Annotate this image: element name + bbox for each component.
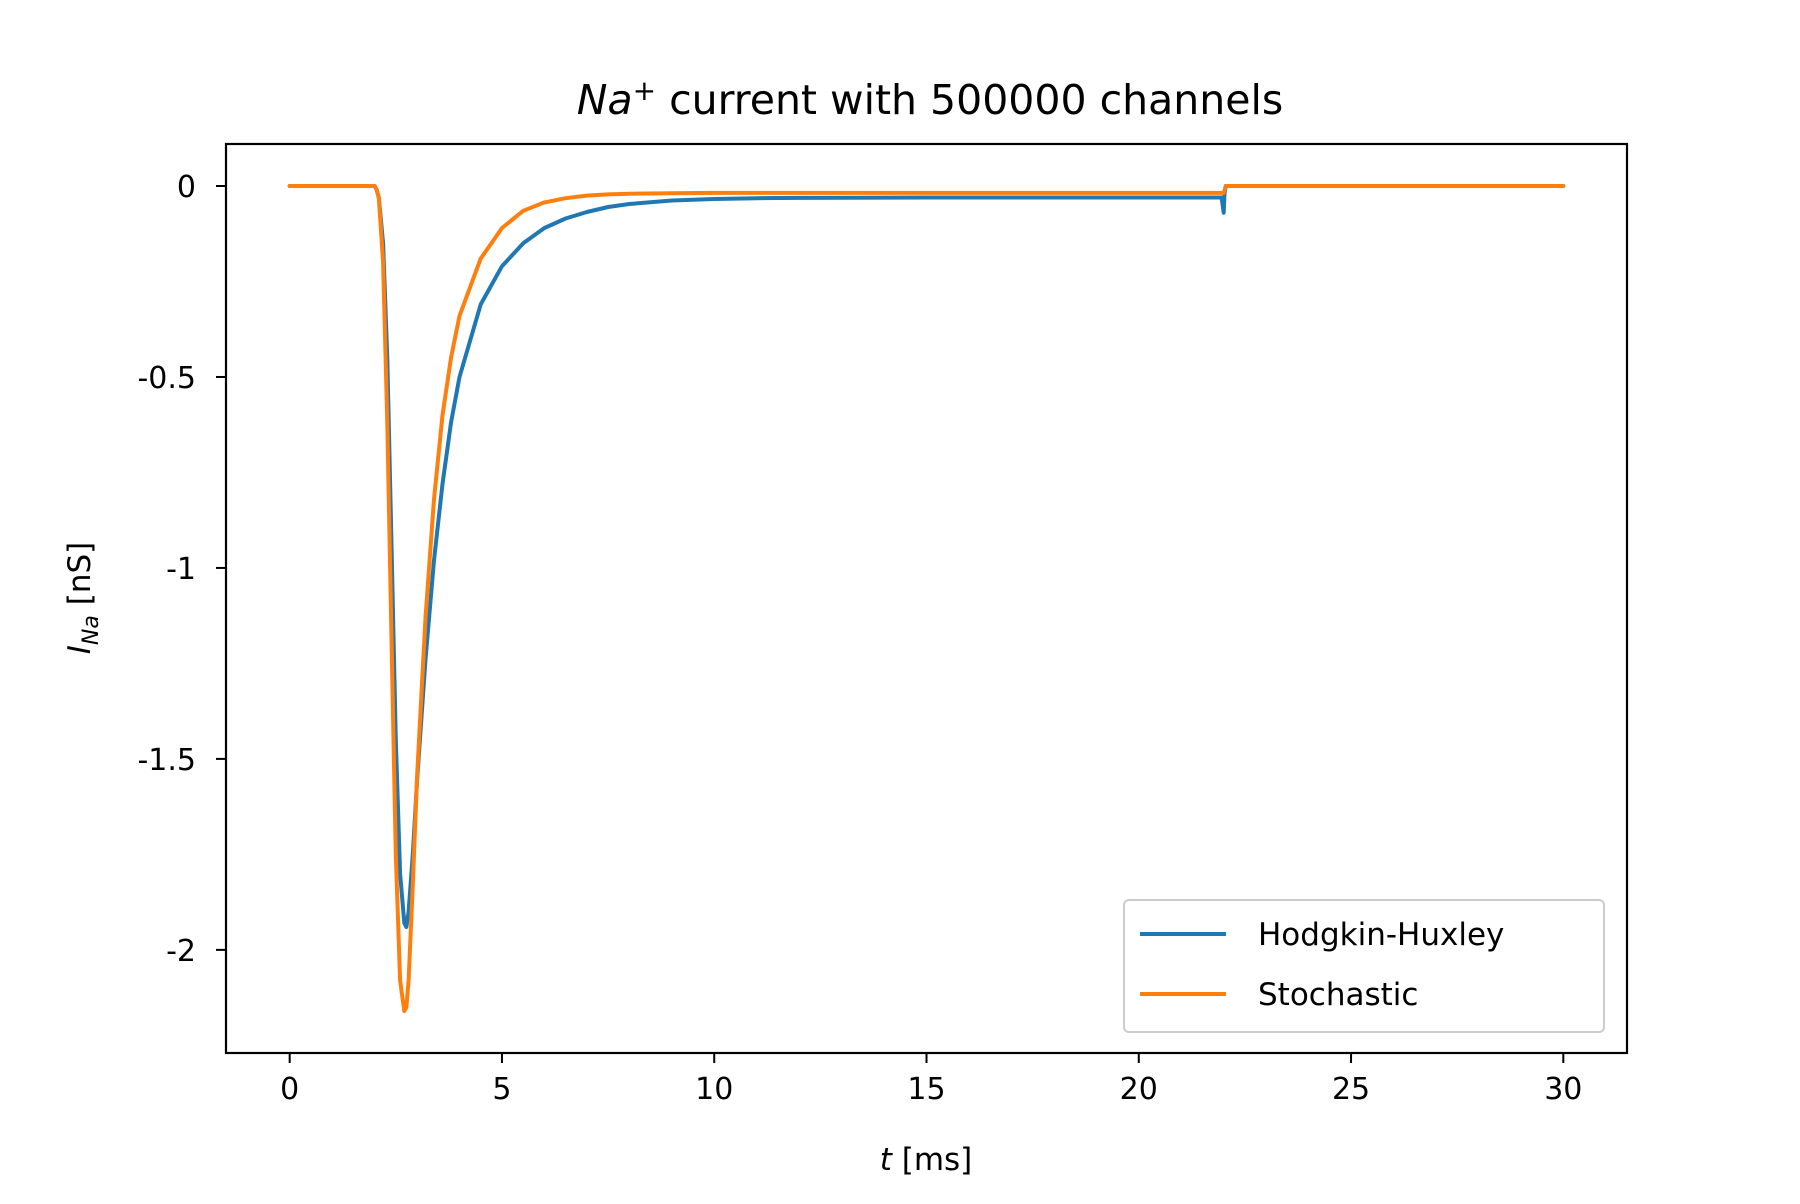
y-axis-label: INa [nS] [62,542,104,654]
x-tick-label: 0 [280,1072,299,1107]
series-layer [287,184,1566,1013]
legend: Hodgkin-Huxley Stochastic [1123,899,1605,1033]
legend-box [1123,899,1605,1033]
ticks-layer: 0 5 10 15 20 25 30 0 -0.5 -1 -1.5 -2 [137,170,1582,1107]
y-tick-label: -0.5 [137,361,196,396]
chart-title: Na+ current with 500000 channels [577,74,1283,124]
legend-label-hodgkin-huxley: Hodgkin-Huxley [1258,917,1504,953]
y-tick-label: -1.5 [137,743,196,778]
plot-border [224,142,1629,1055]
x-tick-label: 15 [907,1072,945,1107]
title-superscript: + [633,74,656,107]
series-line-stochastic [287,184,1566,1013]
legend-label-stochastic: Stochastic [1258,977,1418,1013]
y-tick-label: -1 [166,552,196,587]
title-suffix: current with 500000 channels [656,76,1283,124]
x-tick-label: 5 [492,1072,511,1107]
y-tick-label: -2 [166,934,196,969]
x-tick-label: 25 [1332,1072,1370,1107]
y-tick-label: 0 [177,170,196,205]
x-tick-label: 10 [695,1072,733,1107]
x-tick-label: 20 [1120,1072,1158,1107]
x-axis-label: t [ms] [880,1142,973,1178]
x-tick-label: 30 [1544,1072,1582,1107]
title-prefix: Na [577,76,633,124]
